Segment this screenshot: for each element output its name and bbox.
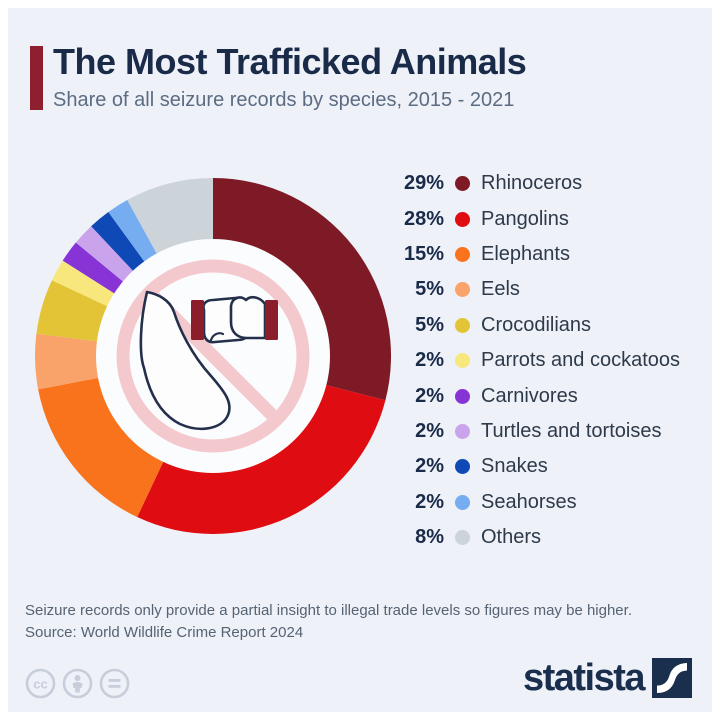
footnote-block: Seizure records only provide a partial i… [25,600,685,644]
legend-percent: 28% [403,207,444,230]
statista-wordmark: statista [522,657,646,699]
donut-segment-eels [35,333,100,390]
legend-label: Pangolins [481,207,569,230]
legend-percent: 2% [415,384,444,407]
handshake-hand-icon [229,295,267,340]
donut-chart [35,178,391,534]
legend-percent: 8% [415,526,444,549]
title-accent-bar [30,46,43,110]
legend-label: Turtles and tortoises [481,419,662,442]
legend-dot [455,530,470,546]
legend-label: Others [481,526,542,549]
legend-percent: 5% [415,278,444,301]
statista-logo[interactable]: statista [523,658,692,698]
legend-dot [455,494,470,510]
legend-percent: 2% [415,490,444,513]
legend-row: 2% Carnivores [402,378,702,413]
donut-segments [35,178,391,534]
legend-dot [455,353,470,369]
donut-segment-pangolins [137,384,386,534]
page-title: The Most Trafficked Animals [53,41,527,82]
cc-icon[interactable]: cc [25,668,56,699]
finger-line-icon [209,332,225,342]
rhino-horn-icon [139,290,231,431]
legend-dot [455,246,470,262]
legend-dot [455,459,470,475]
legend-row: 2% Snakes [402,449,702,484]
donut-segment-rhinoceros [213,178,391,401]
attribution-icon[interactable] [62,668,93,699]
legend-row: 28% Pangolins [402,201,702,236]
legend-percent: 15% [403,242,444,265]
legend-row: 2% Turtles and tortoises [402,414,702,449]
legend-label: Elephants [481,242,570,265]
legend-dot [455,388,470,404]
donut-segment-parrots-and-cockatoos [51,260,116,307]
footnote-text: Seizure records only provide a partial i… [25,602,632,619]
legend-dot [455,423,470,439]
nd-icon[interactable] [99,668,130,699]
donut-segment-snakes [91,211,145,272]
page-subtitle: Share of all seizure records by species,… [53,89,515,111]
legend-row: 5% Crocodilians [402,308,702,343]
legend-percent: 2% [415,419,444,442]
legend-percent: 2% [415,349,444,372]
legend-label: Rhinoceros [481,172,583,195]
legend-label: Eels [481,278,520,301]
donut-segment-crocodilians [36,280,109,342]
legend-row: 2% Parrots and cockatoos [402,343,702,378]
legend-row: 8% Others [402,520,702,555]
left-cuff-icon [191,300,204,340]
legend-label: Crocodilians [481,313,592,336]
legend-dot [455,176,470,192]
legend-row: 5% Eels [402,272,702,307]
no-rhino-horn-trade-icon [96,239,330,473]
legend-row: 2% Seahorses [402,485,702,520]
legend-percent: 5% [415,313,444,336]
legend-label: Snakes [481,455,548,478]
donut-segment-carnivores [62,242,124,294]
donut-segment-seahorses [108,200,158,263]
license-icons: cc [25,668,130,699]
infographic-canvas: The Most Trafficked Animals Share of all… [8,8,712,712]
legend-dot [455,282,470,298]
statista-logo-mark-icon [652,658,692,698]
legend-percent: 2% [415,455,444,478]
legend-percent: 29% [403,172,444,195]
chart-legend: 29% Rhinoceros 28% Pangolins 15% Elephants 5% E… [402,166,702,555]
legend-dot [455,211,470,227]
legend-label: Seahorses [481,490,577,513]
legend-row: 15% Elephants [402,237,702,272]
legend-label: Parrots and cockatoos [481,349,680,372]
right-cuff-icon [265,300,278,340]
source-text: Source: World Wildlife Crime Report 2024 [25,624,304,641]
legend-label: Carnivores [481,384,578,407]
legend-row: 29% Rhinoceros [402,166,702,201]
prohibition-ring-icon [116,259,310,453]
svg-text:cc: cc [33,677,47,692]
donut-segment-turtles-and-tortoises [75,226,134,283]
donut-segment-elephants [38,377,164,518]
legend-dot [455,317,470,333]
donut-segment-others [127,178,213,255]
